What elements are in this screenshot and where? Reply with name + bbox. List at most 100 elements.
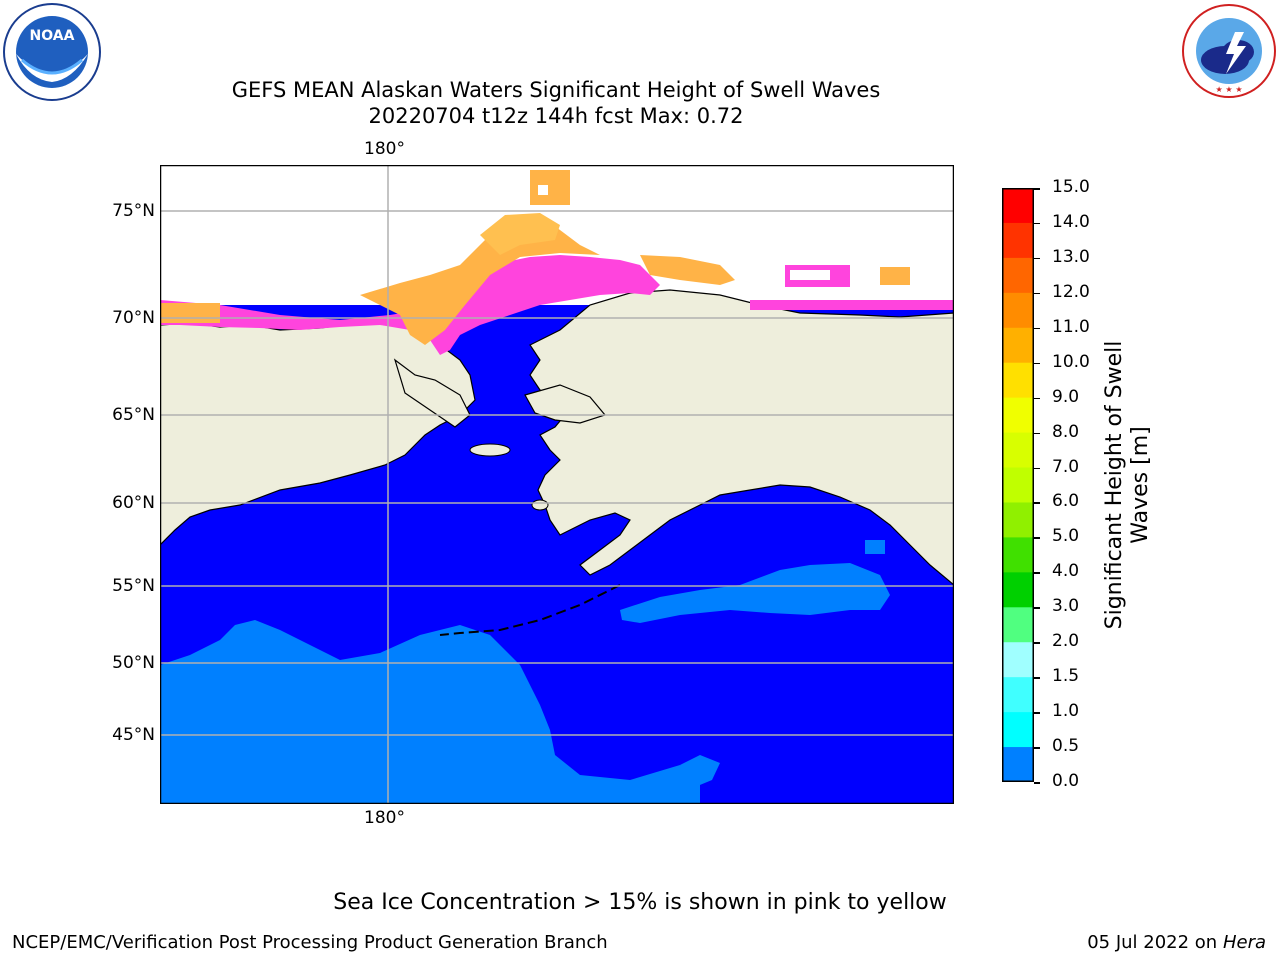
sea-ice-north: [530, 170, 570, 205]
colorbar-segment: [1002, 642, 1034, 678]
colorbar-tick-mark: [1034, 572, 1040, 574]
colorbar-segment: [1002, 292, 1034, 329]
colorbar-segment: [1002, 222, 1034, 259]
colorbar-segment: [1002, 607, 1034, 643]
colorbar-svg: [1002, 188, 1034, 783]
swell-patch-2: [865, 540, 885, 554]
colorbar-tick-label: 1.5: [1052, 666, 1080, 687]
footer-host: Hera: [1222, 932, 1266, 953]
colorbar-ticks: 15.0 14.0 13.0 12.0 11.0 10.0 9.0 8.0 7.0 6.0 5.0 4…: [1034, 177, 1100, 792]
colorbar: [1002, 188, 1034, 786]
sea-ice-north-gap: [538, 185, 548, 195]
sea-ice-pink: [160, 255, 660, 355]
lat-label-55: 55°N: [112, 576, 155, 596]
colorbar-tick-label: 8.0: [1052, 421, 1080, 442]
svg-text:★ ★ ★: ★ ★ ★: [1215, 85, 1242, 94]
colorbar-segment: [1002, 537, 1034, 573]
footer-left: NCEP/EMC/Verification Post Processing Pr…: [12, 932, 608, 953]
colorbar-segment: [1002, 712, 1034, 748]
land-alaska: [529, 289, 955, 587]
colorbar-tick-mark: [1034, 712, 1040, 714]
colorbar-tick-mark: [1034, 362, 1040, 365]
colorbar-tick-mark: [1034, 677, 1040, 679]
colorbar-tick-label: 3.0: [1052, 596, 1080, 617]
colorbar-segment: [1002, 502, 1034, 538]
map-svg: [159, 164, 955, 805]
colorbar-tick-mark: [1034, 257, 1040, 260]
title-line2: 20220704 t12z 144h fcst Max: 0.72: [368, 104, 744, 128]
lat-label-70: 70°N: [112, 308, 155, 328]
chart-title: GEFS MEAN Alaskan Waters Significant Hei…: [0, 77, 1112, 129]
colorbar-tick-mark: [1034, 502, 1040, 504]
colorbar-tick-label: 5.0: [1052, 526, 1080, 547]
title-line1: GEFS MEAN Alaskan Waters Significant Hei…: [231, 78, 881, 102]
colorbar-tick-label: 12.0: [1052, 281, 1090, 302]
swell-region-gulf: [620, 563, 890, 623]
colorbar-tick-label: 0.5: [1052, 736, 1080, 757]
land-seward: [524, 384, 607, 424]
lat-label-45: 45°N: [112, 725, 155, 745]
noaa-logo-text: NOAA: [30, 28, 75, 44]
colorbar-tick-label: 15.0: [1052, 177, 1090, 197]
colorbar-tick-label: 1.0: [1052, 701, 1080, 722]
colorbar-segment: [1002, 677, 1034, 713]
sea-ice-west: [160, 303, 220, 323]
colorbar-tick-label: 2.0: [1052, 631, 1080, 652]
sea-ice-note: Sea Ice Concentration > 15% is shown in …: [333, 890, 947, 915]
colorbar-tick-mark: [1034, 747, 1040, 749]
colorbar-segment: [1002, 257, 1034, 294]
island-st-lawrence: [469, 443, 511, 457]
footer-date: 05 Jul 2022 on: [1087, 932, 1223, 953]
colorbar-tick-mark: [1034, 467, 1040, 470]
colorbar-tick-label: 0.0: [1052, 771, 1080, 791]
colorbar-tick-mark: [1034, 397, 1040, 400]
colorbar-tick-mark: [1034, 537, 1040, 539]
lon-label-bottom: 180°: [364, 808, 405, 828]
colorbar-label-line2: Waves [m]: [1128, 426, 1153, 544]
map-frame: [159, 164, 955, 805]
colorbar-tick-mark: [1034, 327, 1040, 330]
sea-ice-orange: [360, 215, 600, 345]
colorbar-tick-label: 7.0: [1052, 456, 1080, 477]
noaa-logo: NOAA: [2, 2, 102, 102]
colorbar-tick-mark: [1034, 432, 1040, 435]
colorbar-segment: [1002, 188, 1034, 224]
colorbar-tick-label: 10.0: [1052, 351, 1090, 372]
colorbar-tick-mark: [1034, 607, 1040, 609]
colorbar-segment: [1002, 327, 1034, 364]
sea-ice-beaufort-2: [880, 267, 910, 285]
lat-label-75: 75°N: [112, 201, 155, 221]
swell-patch: [680, 755, 720, 787]
colorbar-tick-mark: [1034, 222, 1040, 225]
colorbar-tick-label: 4.0: [1052, 561, 1080, 582]
graticule: [160, 165, 954, 804]
map-panel: [159, 164, 955, 808]
island-nunivak: [531, 499, 549, 511]
colorbar-tick-label: 11.0: [1052, 316, 1090, 337]
colorbar-tick-mark: [1034, 188, 1040, 190]
swell-region-southwest: [160, 620, 700, 804]
sea-ice-orange-3: [640, 255, 735, 285]
colorbar-frame: [1002, 188, 1034, 782]
sea-ice-orange-2: [480, 213, 560, 255]
colorbar-segment: [1002, 572, 1034, 608]
lat-label-60: 60°N: [112, 493, 155, 513]
lon-label-top: 180°: [364, 139, 405, 159]
colorbar-label: Significant Height of Swell Waves [m]: [1102, 341, 1154, 630]
sea-ice-beaufort-gap: [790, 270, 830, 280]
colorbar-tick-mark: [1034, 292, 1040, 295]
colorbar-segment: [1002, 397, 1034, 434]
lat-label-50: 50°N: [112, 653, 155, 673]
colorbar-segment: [1002, 467, 1034, 503]
colorbar-tick-mark: [1034, 782, 1040, 784]
lat-label-65: 65°N: [112, 405, 155, 425]
colorbar-tick-label: 14.0: [1052, 211, 1090, 232]
sea-ice-coast: [750, 300, 954, 310]
aleutian-islands: [439, 584, 621, 636]
colorbar-tick-label: 6.0: [1052, 491, 1080, 512]
colorbar-segment: [1002, 747, 1034, 783]
colorbar-tick-mark: [1034, 642, 1040, 644]
nws-logo: ★ ★ ★: [1180, 2, 1278, 100]
colorbar-label-line1: Significant Height of Swell: [1102, 340, 1127, 630]
footer-right: 05 Jul 2022 on Hera: [1087, 932, 1266, 953]
